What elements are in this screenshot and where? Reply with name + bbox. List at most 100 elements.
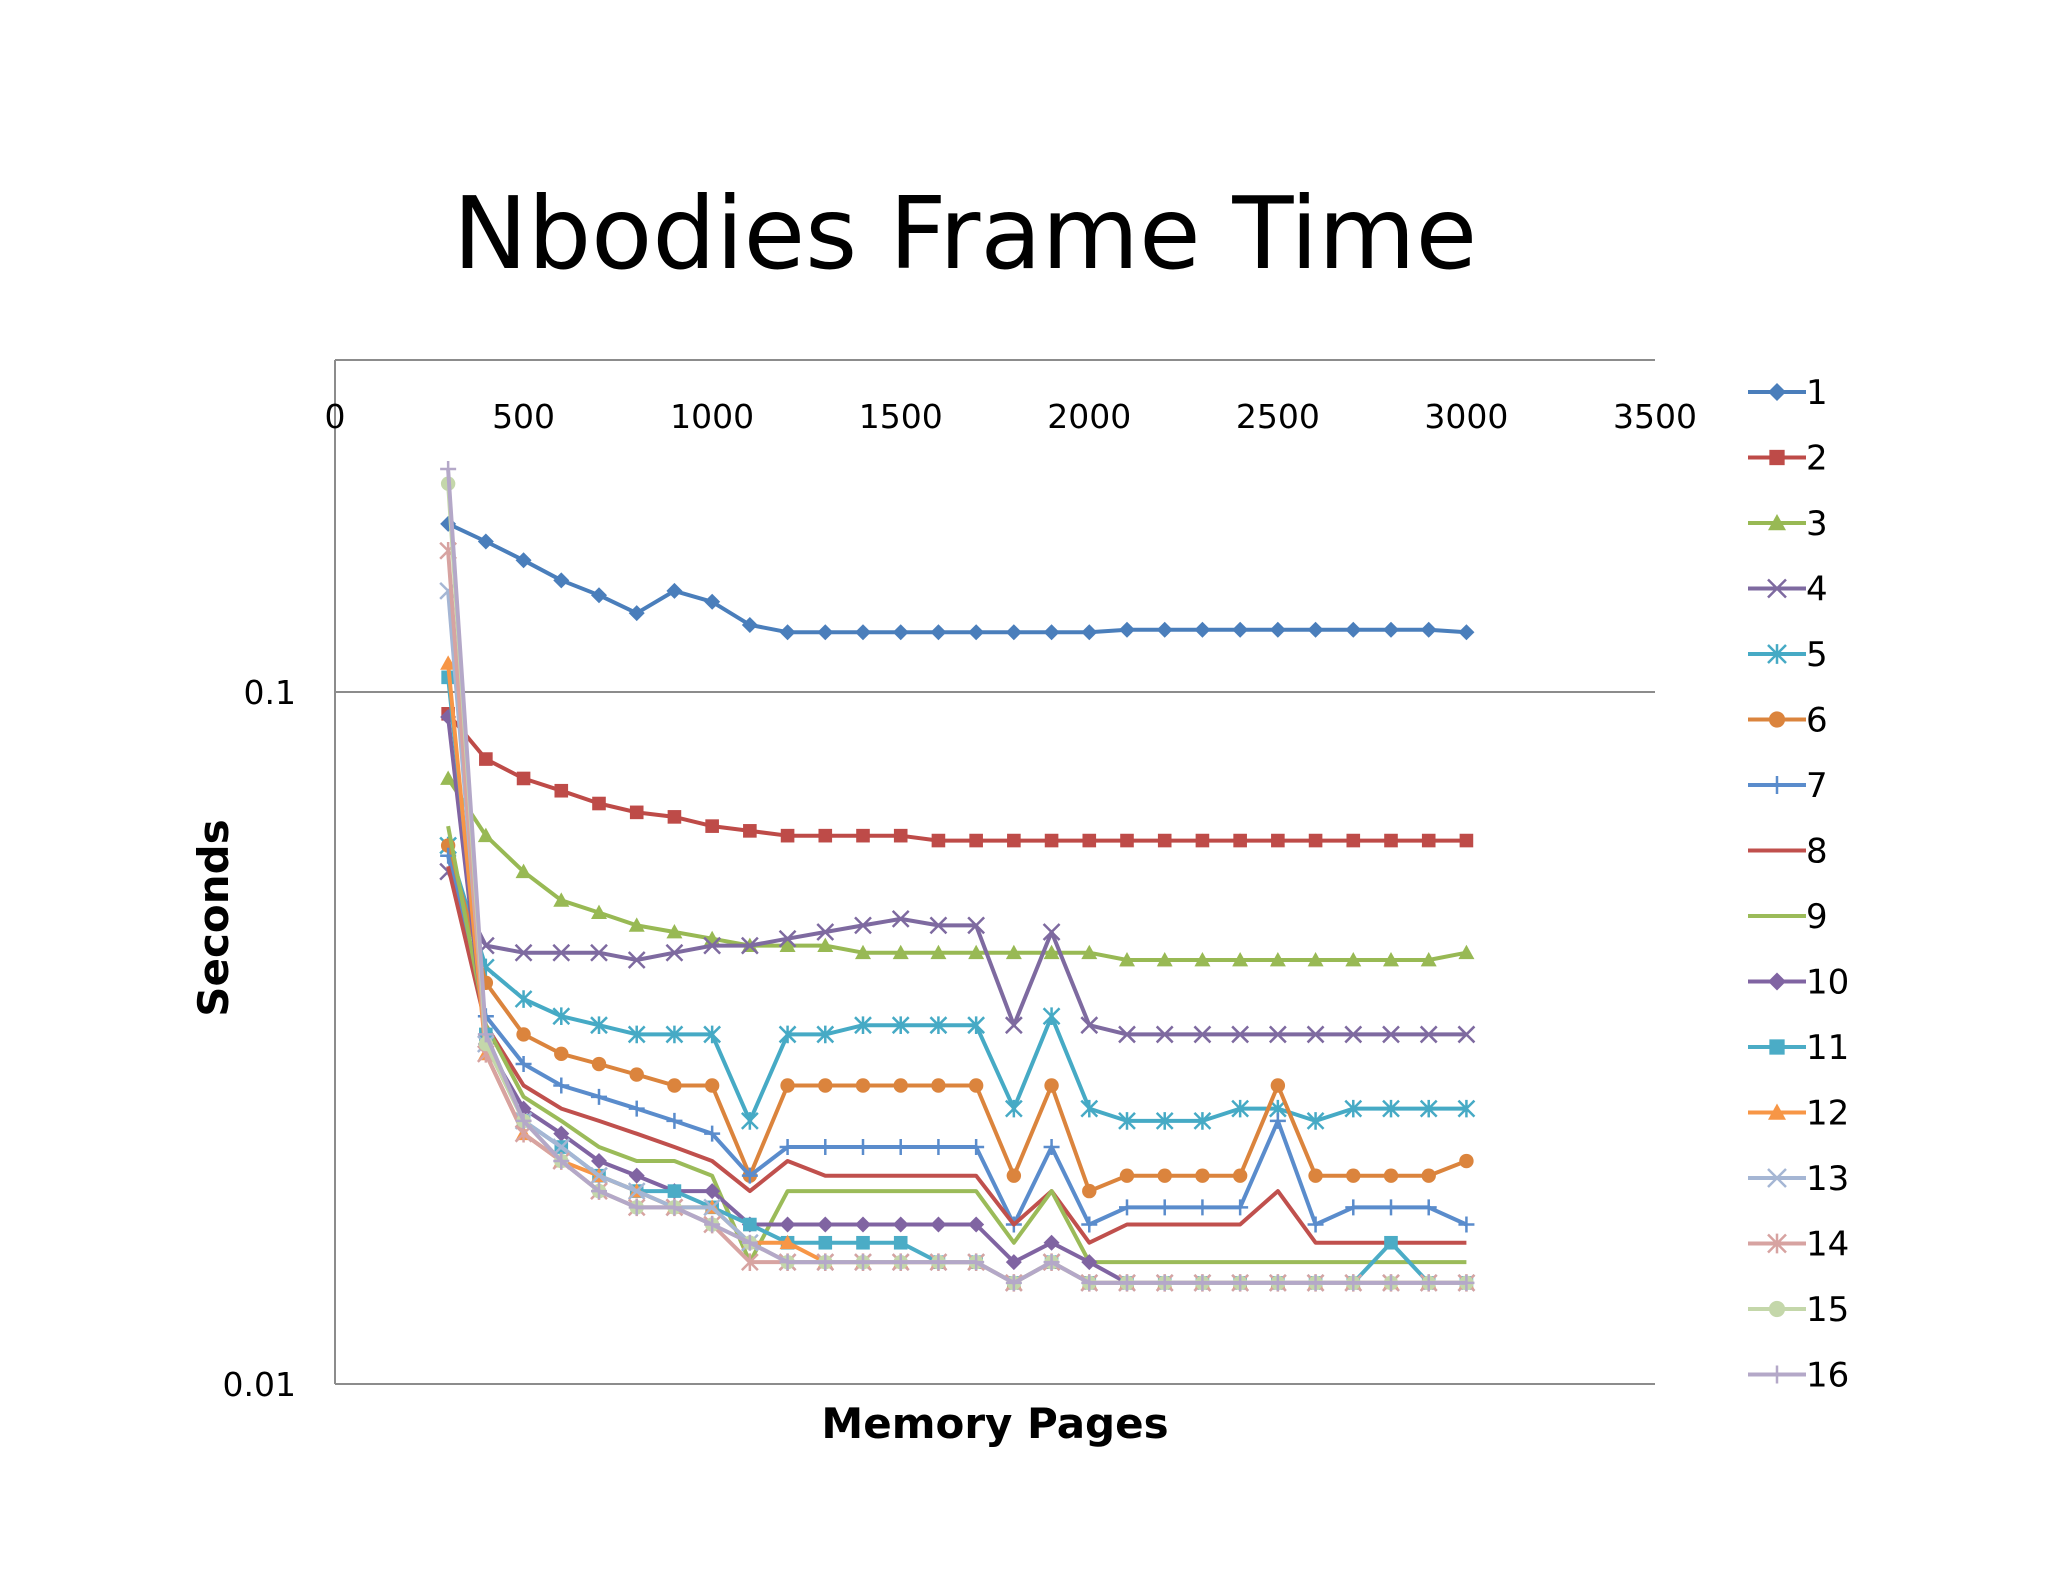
data-point <box>1005 1254 1022 1271</box>
legend-label: 14 <box>1806 1225 1849 1265</box>
data-point <box>1232 1168 1248 1183</box>
data-point <box>590 1166 608 1185</box>
data-point <box>703 1198 722 1217</box>
data-point <box>1419 1025 1438 1044</box>
data-point <box>854 1016 872 1035</box>
series-16 <box>440 461 1475 1291</box>
data-point <box>515 863 532 879</box>
data-point <box>818 1078 833 1093</box>
data-point <box>779 937 796 953</box>
data-point <box>704 593 721 610</box>
series-line <box>446 468 1467 1285</box>
data-point <box>667 810 682 824</box>
data-point <box>893 1235 908 1250</box>
data-point <box>1768 776 1786 794</box>
data-point <box>1307 1216 1324 1233</box>
data-point <box>1421 833 1436 848</box>
data-point <box>1308 1168 1323 1183</box>
x-tick-label: 2000 <box>1047 397 1131 436</box>
data-point <box>1420 1274 1437 1291</box>
data-point <box>591 1153 607 1170</box>
data-point <box>665 1025 684 1044</box>
data-point <box>929 1016 948 1035</box>
data-point <box>704 1125 721 1142</box>
x-tick-label: 1000 <box>670 397 754 436</box>
data-point <box>667 1184 682 1198</box>
data-point <box>1344 1099 1363 1118</box>
x-tick-label: 2500 <box>1236 397 1320 436</box>
data-point <box>968 1139 985 1156</box>
legend-label: 15 <box>1806 1290 1849 1330</box>
data-point <box>1120 833 1134 848</box>
data-point <box>1382 1025 1400 1044</box>
legend-item: 16 <box>1748 1356 1849 1396</box>
legend-item: 4 <box>1748 570 1828 610</box>
data-point <box>817 1216 834 1233</box>
legend-item: 15 <box>1748 1290 1849 1330</box>
data-point <box>1768 514 1786 531</box>
data-point <box>1194 1274 1211 1291</box>
data-point <box>1195 833 1210 848</box>
data-point <box>591 1183 607 1200</box>
data-point <box>780 828 795 843</box>
data-point <box>553 1125 570 1142</box>
legend-label: 6 <box>1806 701 1828 741</box>
legend-item: 7 <box>1748 766 1828 806</box>
data-point <box>440 770 457 785</box>
x-tick-label: 3000 <box>1424 397 1508 436</box>
data-point <box>1156 621 1173 638</box>
legend-label: 3 <box>1806 504 1828 544</box>
data-point <box>666 923 683 939</box>
data-point <box>968 1254 985 1271</box>
data-point <box>930 1216 947 1233</box>
data-point <box>892 1139 909 1156</box>
data-point <box>1157 833 1172 848</box>
x-tick-label: 0 <box>325 397 346 436</box>
data-point <box>629 1067 644 1082</box>
data-point <box>592 796 606 811</box>
data-point <box>1345 1199 1362 1216</box>
data-point <box>1421 1168 1436 1183</box>
data-point <box>1042 1007 1061 1026</box>
data-point <box>704 1078 720 1093</box>
data-point <box>1081 1216 1098 1233</box>
data-point <box>1458 944 1475 960</box>
legend-item: 11 <box>1748 1028 1849 1068</box>
data-point <box>892 1216 909 1233</box>
legend-item: 8 <box>1748 832 1828 872</box>
data-point <box>1118 1025 1136 1044</box>
legend-item: 2 <box>1748 439 1828 479</box>
data-point <box>628 917 645 932</box>
data-point <box>1007 833 1021 848</box>
data-point <box>891 910 910 928</box>
legend-label: 10 <box>1806 963 1849 1003</box>
data-point <box>817 624 834 641</box>
data-point <box>930 624 947 641</box>
data-point <box>855 1254 871 1271</box>
axes: 0 500 1000 1500 2000 2500 3000 3500 0.1 0.01 <box>223 359 1697 1404</box>
data-point <box>1384 833 1398 848</box>
legend-label: 2 <box>1806 439 1828 479</box>
data-point <box>1156 1274 1173 1291</box>
data-point <box>891 1016 910 1035</box>
data-point <box>856 1235 870 1250</box>
data-point <box>1081 1274 1098 1291</box>
data-point <box>968 624 985 641</box>
data-point <box>1420 1199 1437 1216</box>
legend-item: 1 <box>1748 373 1828 413</box>
data-point <box>1768 1300 1786 1318</box>
data-point <box>1157 1168 1172 1183</box>
data-point <box>440 461 457 478</box>
data-point <box>740 1253 759 1272</box>
data-point <box>893 828 908 843</box>
data-point <box>1271 833 1285 848</box>
data-point <box>743 824 757 838</box>
y-axis-title: Seconds <box>189 819 238 1016</box>
series-1 <box>440 515 1475 641</box>
data-point <box>1232 621 1249 638</box>
data-point <box>628 1199 645 1216</box>
series-5 <box>439 836 1476 1130</box>
data-point <box>552 1138 571 1156</box>
data-point <box>514 990 533 1008</box>
data-point <box>1232 1274 1249 1291</box>
